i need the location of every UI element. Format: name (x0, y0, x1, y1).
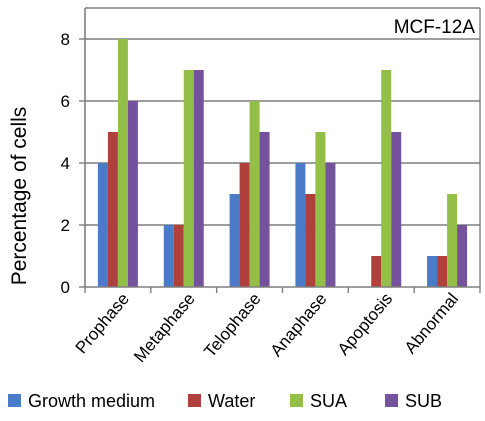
x-category-label: Prophase (72, 289, 133, 357)
bar (457, 225, 468, 287)
bar (97, 163, 108, 287)
y-tick-label: 6 (61, 92, 70, 111)
bar (163, 225, 174, 287)
bars-layer (97, 39, 468, 287)
legend: Growth medium Water SUA SUB (8, 391, 442, 411)
x-category-label: Metaphase (130, 289, 199, 366)
legend-label: SUB (405, 391, 442, 411)
bar (127, 101, 138, 287)
bar (193, 70, 204, 287)
x-category-label: Apoptosis (334, 289, 397, 358)
legend-swatch (188, 394, 201, 407)
axes (79, 8, 481, 293)
y-tick-label: 4 (61, 154, 70, 173)
bar (173, 225, 184, 287)
bar (381, 70, 392, 287)
bar (249, 101, 260, 287)
bar (437, 256, 448, 287)
bar (427, 256, 438, 287)
bar (391, 132, 402, 287)
bar (295, 163, 306, 287)
bar (107, 132, 118, 287)
y-tick-label: 8 (61, 30, 70, 49)
legend-label: SUA (310, 391, 347, 411)
bar (229, 194, 240, 287)
x-category-label: Anaphase (267, 289, 331, 360)
y-tick-label: 0 (61, 278, 70, 297)
bar (305, 194, 316, 287)
y-tick-labels: 0 2 4 6 8 (61, 30, 70, 297)
bar (117, 39, 128, 287)
y-axis-title: Percentage of cells (8, 107, 31, 286)
bar (239, 163, 250, 287)
legend-label: Water (208, 391, 255, 411)
bar (315, 132, 326, 287)
y-tick-label: 2 (61, 216, 70, 235)
chart-title: MCF-12A (394, 17, 476, 38)
x-category-label: Telophase (200, 289, 264, 361)
x-category-label: Abnormal (401, 289, 462, 357)
legend-swatch (8, 394, 21, 407)
bar (371, 256, 382, 287)
legend-swatch (385, 394, 398, 407)
gridlines (85, 7, 480, 226)
legend-label: Growth medium (28, 391, 155, 411)
bar (447, 194, 458, 287)
bar (183, 70, 194, 287)
bar (325, 163, 336, 287)
bar (259, 132, 270, 287)
legend-swatch (290, 394, 303, 407)
